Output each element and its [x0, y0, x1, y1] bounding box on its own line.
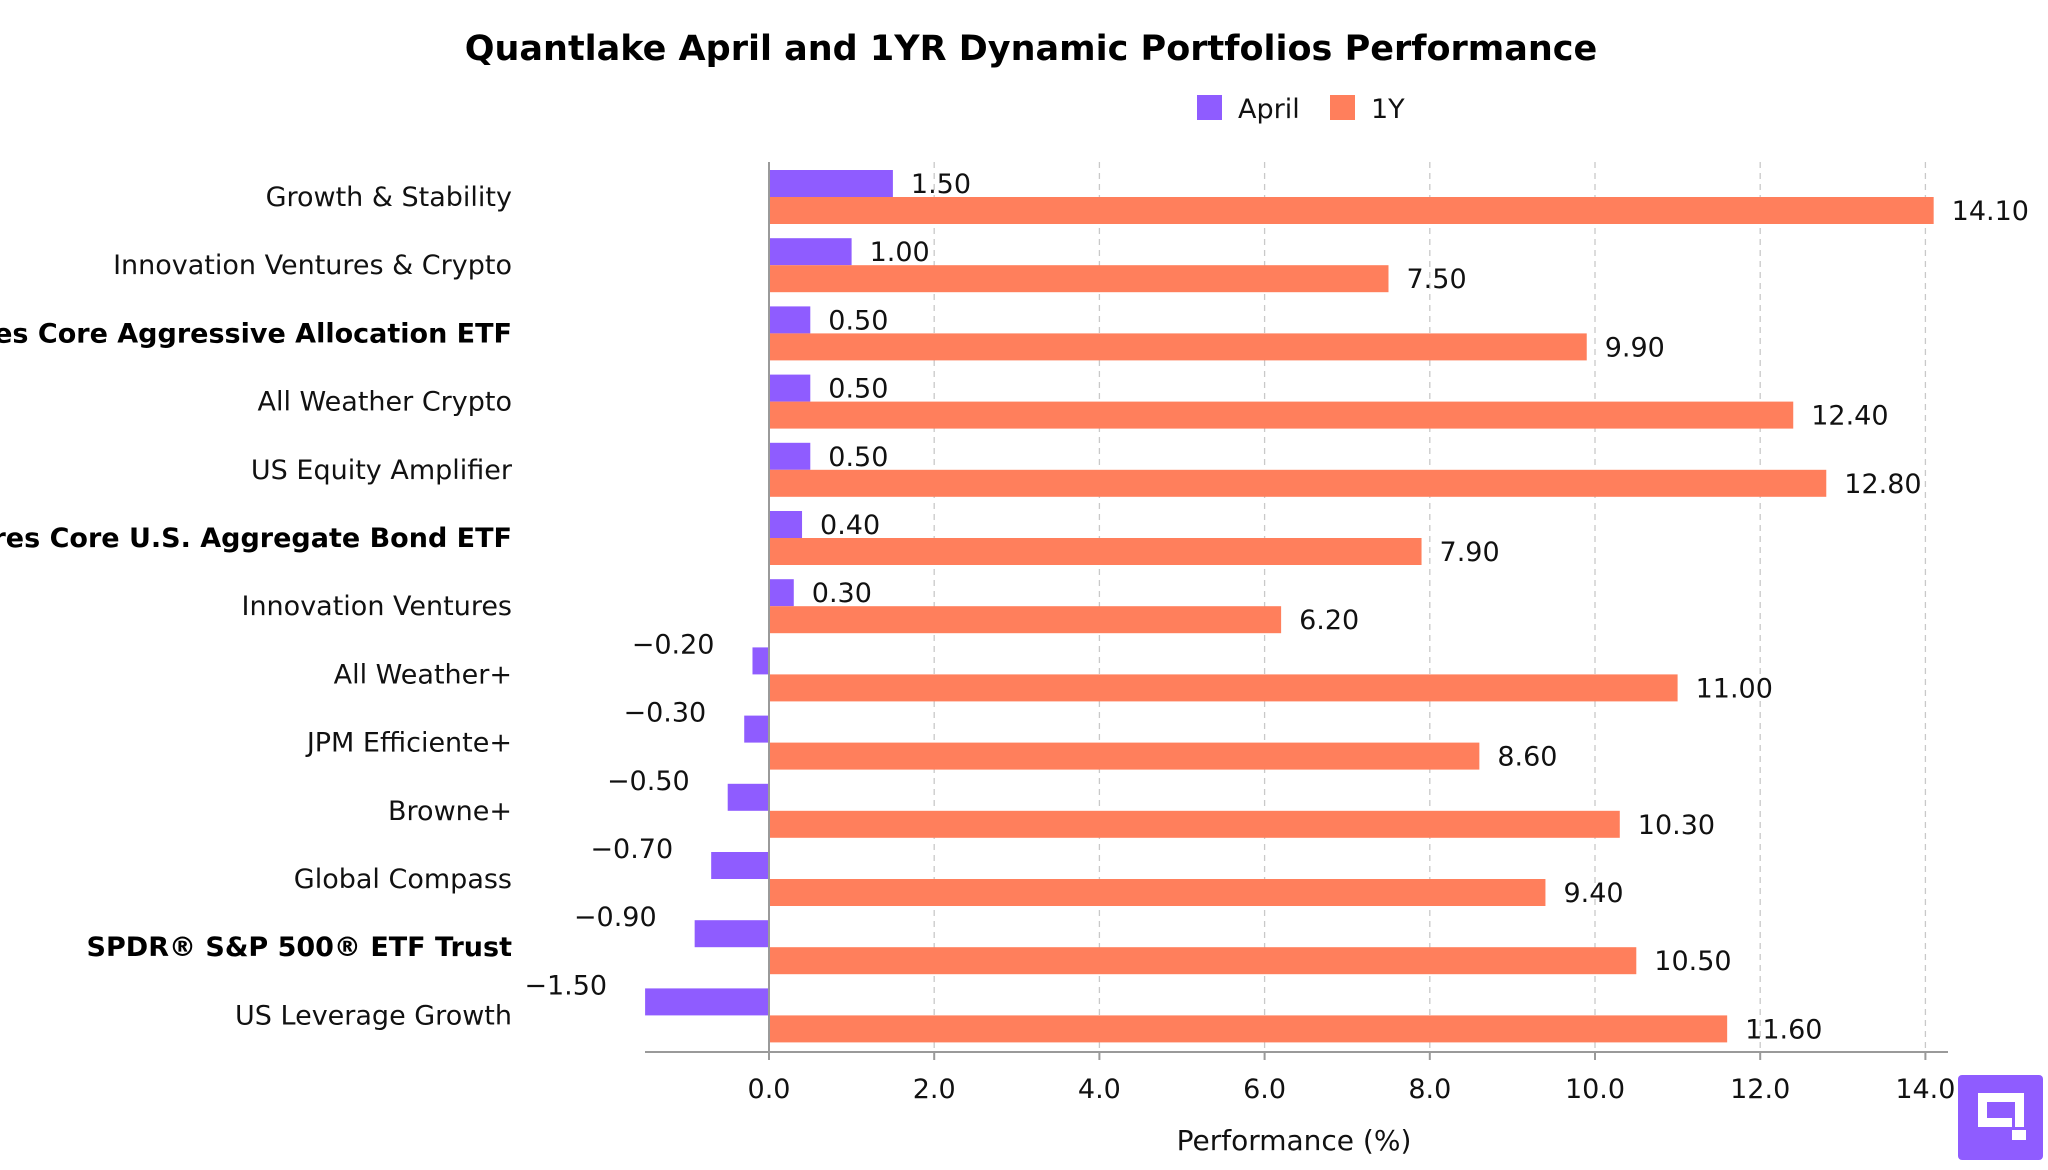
bar-1y [769, 538, 1422, 565]
bar-april [769, 374, 811, 402]
bar-april [769, 442, 811, 470]
value-label-april: 0.40 [820, 510, 880, 541]
category-label: JPM Efficiente+ [305, 728, 512, 759]
bar-april [727, 783, 769, 811]
category-labels: Growth & Stability Innovation Ventures & … [0, 182, 513, 1031]
bar-1y [769, 879, 1546, 906]
bar-april [645, 988, 769, 1016]
category-label: Innovation Ventures & Crypto [113, 250, 512, 281]
legend: April 1Y [1197, 94, 1405, 125]
value-label-1y: 7.90 [1440, 537, 1500, 568]
category-label: Global Compass [294, 864, 512, 895]
value-label-april: −0.50 [607, 766, 690, 797]
category-label: SPDR® S&P 500® ETF Trust [87, 932, 513, 963]
bars [645, 170, 1934, 1043]
category-label: All Weather Crypto [258, 387, 513, 418]
value-label-1y: 11.00 [1696, 673, 1773, 704]
value-label-april: 0.50 [828, 442, 888, 473]
bar-april [694, 920, 769, 948]
legend-swatch-1y [1330, 95, 1355, 120]
value-label-april: −0.70 [590, 834, 673, 865]
bar-april [769, 170, 893, 197]
bar-1y [769, 401, 1794, 429]
value-label-1y: 12.40 [1811, 401, 1888, 432]
x-tick-label: 10.0 [1565, 1074, 1625, 1105]
value-label-1y: 6.20 [1299, 605, 1359, 636]
value-label-april: −0.90 [574, 902, 657, 933]
x-tick-label: 0.0 [748, 1074, 791, 1105]
value-label-1y: 10.50 [1654, 946, 1731, 977]
value-label-april: 1.00 [870, 237, 930, 268]
value-label-1y: 9.90 [1605, 332, 1665, 363]
bar-april [744, 715, 769, 743]
value-label-april: 1.50 [911, 169, 971, 200]
bar-1y [769, 810, 1620, 838]
logo-mark-top [1978, 1093, 2024, 1102]
value-label-april: 0.50 [828, 305, 888, 336]
bar-1y [769, 265, 1389, 293]
bar-1y [769, 197, 1934, 224]
bar-1y [769, 333, 1587, 361]
x-tick-label: 14.0 [1895, 1074, 1955, 1105]
bar-1y [769, 742, 1480, 770]
value-label-1y: 7.50 [1407, 264, 1467, 295]
logo-mark-right [2015, 1093, 2024, 1127]
value-label-april: −0.30 [623, 698, 706, 729]
category-label: Innovation Ventures [241, 591, 512, 622]
x-tick-label: 2.0 [913, 1074, 956, 1105]
x-tick-label: 4.0 [1078, 1074, 1121, 1105]
bar-april [769, 579, 794, 607]
x-axis-title: Performance (%) [1177, 1124, 1412, 1157]
category-label: Browne+ [388, 796, 512, 827]
bar-april [769, 511, 803, 538]
value-label-1y: 14.10 [1952, 196, 2029, 227]
value-labels: 1.50 14.10 1.00 7.50 0.50 9.90 0.50 12.40 0.50 12… [524, 169, 2029, 1045]
bar-1y [769, 606, 1282, 634]
logo-mark-left [1978, 1093, 1987, 1127]
bar-april [711, 852, 769, 879]
bar-1y [769, 947, 1637, 975]
category-label: US Equity Amplifier [251, 455, 513, 486]
legend-label-1y: 1Y [1371, 94, 1405, 125]
value-label-1y: 9.40 [1563, 878, 1623, 909]
value-label-april: 0.50 [828, 374, 888, 405]
category-label: All Weather+ [334, 659, 512, 690]
quantlake-logo [1958, 1075, 2043, 1160]
x-tick-labels: 0.0 2.0 4.0 6.0 8.0 10.0 12.0 14.0 [748, 1052, 1955, 1105]
bar-1y [769, 674, 1678, 702]
bar-1y [769, 1015, 1728, 1043]
legend-swatch-april [1197, 95, 1222, 120]
value-label-april: 0.30 [812, 578, 872, 609]
value-label-1y: 10.30 [1638, 810, 1715, 841]
value-label-1y: 12.80 [1844, 469, 1921, 500]
value-label-1y: 8.60 [1497, 742, 1557, 773]
category-label: Growth & Stability [266, 182, 512, 213]
x-tick-label: 12.0 [1730, 1074, 1790, 1105]
logo-mark-tail [2012, 1130, 2026, 1140]
legend-label-april: April [1238, 94, 1300, 125]
x-tick-label: 6.0 [1243, 1074, 1286, 1105]
category-label: US Leverage Growth [235, 1000, 512, 1031]
value-label-april: −0.20 [632, 629, 715, 660]
value-label-april: −1.50 [524, 970, 607, 1001]
logo-background [1958, 1075, 2043, 1160]
chart-title: Quantlake April and 1YR Dynamic Portfoli… [465, 29, 1598, 69]
bar-april [769, 238, 852, 266]
value-label-1y: 11.60 [1745, 1014, 1822, 1045]
bar-april [769, 306, 811, 334]
category-label: iShares Core Aggressive Allocation ETF [0, 318, 512, 349]
category-label: iShares Core U.S. Aggregate Bond ETF [0, 523, 512, 554]
bar-1y [769, 469, 1827, 497]
logo-mark-bottom [1978, 1118, 2012, 1127]
bar-april [752, 647, 769, 675]
x-tick-label: 8.0 [1408, 1074, 1451, 1105]
